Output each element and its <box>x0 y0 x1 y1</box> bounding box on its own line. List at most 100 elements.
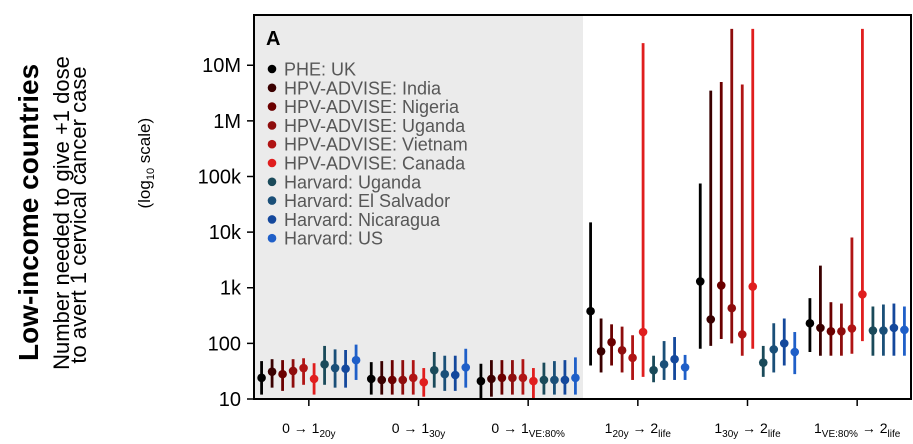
legend-label: HPV-ADVISE: Uganda <box>284 116 466 136</box>
data-point <box>868 326 878 335</box>
data-point <box>398 375 408 385</box>
data-point <box>529 376 538 386</box>
data-point <box>617 346 627 355</box>
legend-marker <box>267 64 277 74</box>
data-point <box>779 339 789 348</box>
data-point <box>670 354 679 364</box>
legend-label: PHE: UK <box>284 60 356 80</box>
data-point <box>879 326 888 335</box>
data-point <box>278 369 287 379</box>
data-point <box>476 376 486 386</box>
y-tick-label: 100 <box>208 333 241 355</box>
data-point <box>487 374 496 384</box>
data-point <box>586 306 595 316</box>
data-point <box>737 330 747 339</box>
data-point <box>309 374 319 384</box>
data-point <box>816 323 825 333</box>
data-point <box>377 375 387 385</box>
legend-marker <box>267 102 277 111</box>
legend-marker <box>267 196 277 205</box>
data-point <box>638 327 648 337</box>
data-point <box>837 326 846 336</box>
legend-marker <box>267 139 277 149</box>
data-point <box>539 375 549 385</box>
data-point <box>790 347 800 357</box>
data-point <box>330 363 340 373</box>
legend-marker <box>267 177 277 187</box>
data-point <box>299 363 308 373</box>
data-point <box>518 373 528 383</box>
data-point <box>628 353 637 363</box>
legend-label: Harvard: Nicaragua <box>284 210 441 230</box>
y-tick-label: 10 <box>219 389 241 411</box>
legend-label: Harvard: US <box>284 229 383 249</box>
x-tick-label: 130y → 2life <box>714 420 781 440</box>
data-point <box>826 326 836 336</box>
data-point <box>680 363 690 372</box>
y-tick-label: 1M <box>213 111 241 133</box>
data-point <box>695 277 705 286</box>
data-point <box>429 365 439 375</box>
data-point <box>351 355 361 365</box>
data-point <box>847 324 857 333</box>
legend-label: HPV-ADVISE: Nigeria <box>284 97 460 117</box>
data-point <box>727 303 737 313</box>
y-axis: 10 100 1k 10k 100k 1M 10M <box>198 55 254 411</box>
legend-marker <box>267 121 277 130</box>
data-point <box>550 375 559 385</box>
data-point <box>419 377 429 387</box>
data-point <box>805 318 815 328</box>
plot-frame <box>253 14 912 400</box>
panel-label: A <box>266 28 280 50</box>
data-point <box>900 325 909 335</box>
legend-marker <box>267 83 277 93</box>
x-tick-label: 120y → 2life <box>605 420 672 440</box>
data-point <box>858 290 867 299</box>
data-point <box>408 373 418 383</box>
x-tick-label: 1VE:80% → 2life <box>814 420 901 440</box>
data-point <box>596 347 606 356</box>
data-point <box>649 365 658 375</box>
shaded-region <box>254 15 583 399</box>
y-tick-label: 1k <box>220 278 242 300</box>
legend-label: HPV-ADVISE: India <box>284 78 442 98</box>
data-point <box>341 364 350 374</box>
legend-marker <box>267 158 277 168</box>
x-axis: 0 → 120y 0 → 130y 0 → 1VE:80% 120y → 2life 1… <box>282 399 901 440</box>
legend-marker <box>267 215 277 224</box>
data-point <box>659 360 669 369</box>
data-point <box>748 282 758 291</box>
y-tick-label: 100k <box>198 166 242 188</box>
x-tick-label: 0 → 1VE:80% <box>491 420 565 440</box>
y-tick-label: 10M <box>202 55 241 77</box>
data-point <box>288 366 298 376</box>
data-point <box>440 369 450 379</box>
data-point <box>716 281 726 290</box>
data-point <box>461 363 471 372</box>
data-point <box>508 373 517 383</box>
legend-label: HPV-ADVISE: Canada <box>284 154 466 174</box>
data-point <box>769 345 779 354</box>
data-point <box>560 375 570 385</box>
series-layer <box>257 28 909 399</box>
data-point <box>571 373 580 383</box>
legend-label: HPV-ADVISE: Vietnam <box>284 135 468 155</box>
data-point <box>889 323 899 333</box>
data-point <box>497 373 507 383</box>
data-point <box>387 375 397 385</box>
legend-label: Harvard: Uganda <box>284 172 422 192</box>
data-point <box>607 337 616 347</box>
data-point <box>320 360 329 369</box>
data-point <box>366 374 376 384</box>
data-point <box>257 373 266 383</box>
data-point <box>706 315 716 324</box>
legend-marker <box>267 233 277 243</box>
x-tick-label: 0 → 120y <box>282 420 335 440</box>
legend-label: Harvard: El Salvador <box>284 191 450 211</box>
x-tick-label: 0 → 130y <box>392 420 445 440</box>
y-tick-label: 10k <box>209 222 242 244</box>
data-point <box>758 358 768 367</box>
data-point <box>267 367 277 376</box>
